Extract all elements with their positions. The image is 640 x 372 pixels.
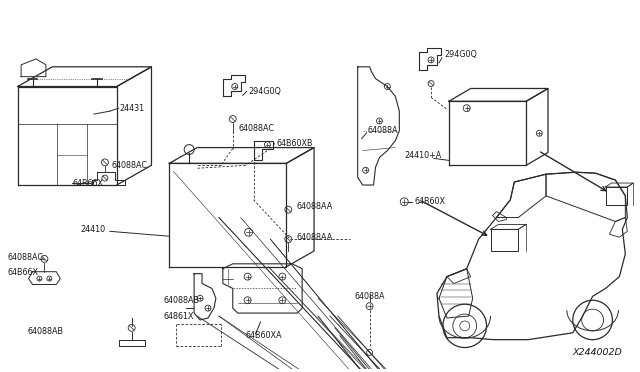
Text: X244002D: X244002D	[572, 349, 622, 357]
Text: 24431: 24431	[120, 104, 145, 113]
Text: 64088AC: 64088AC	[112, 161, 148, 170]
Text: 64B60XA: 64B60XA	[246, 331, 282, 340]
Text: 64088A: 64088A	[367, 126, 398, 135]
Text: 294G0Q: 294G0Q	[444, 51, 477, 60]
Bar	[490, 230, 518, 251]
Text: 64088AA: 64088AA	[296, 202, 332, 211]
Text: 64088AB: 64088AB	[28, 327, 63, 336]
Text: 64B66X: 64B66X	[72, 179, 103, 187]
Text: 64088A: 64088A	[355, 292, 385, 301]
Text: 64088AC: 64088AC	[8, 253, 44, 262]
Text: 64B60XB: 64B60XB	[276, 139, 313, 148]
Text: 64088AA: 64088AA	[296, 233, 332, 242]
Bar	[605, 187, 627, 205]
Text: 24410+A: 24410+A	[404, 151, 442, 160]
Text: 294G0Q: 294G0Q	[248, 87, 282, 96]
Text: 64088AC: 64088AC	[239, 124, 275, 134]
Text: 64B66X: 64B66X	[8, 268, 39, 277]
Text: 64B60X: 64B60X	[414, 197, 445, 206]
Text: 64861X: 64861X	[163, 311, 194, 321]
Text: 24410: 24410	[80, 225, 105, 234]
Text: 64088AB: 64088AB	[163, 296, 200, 305]
